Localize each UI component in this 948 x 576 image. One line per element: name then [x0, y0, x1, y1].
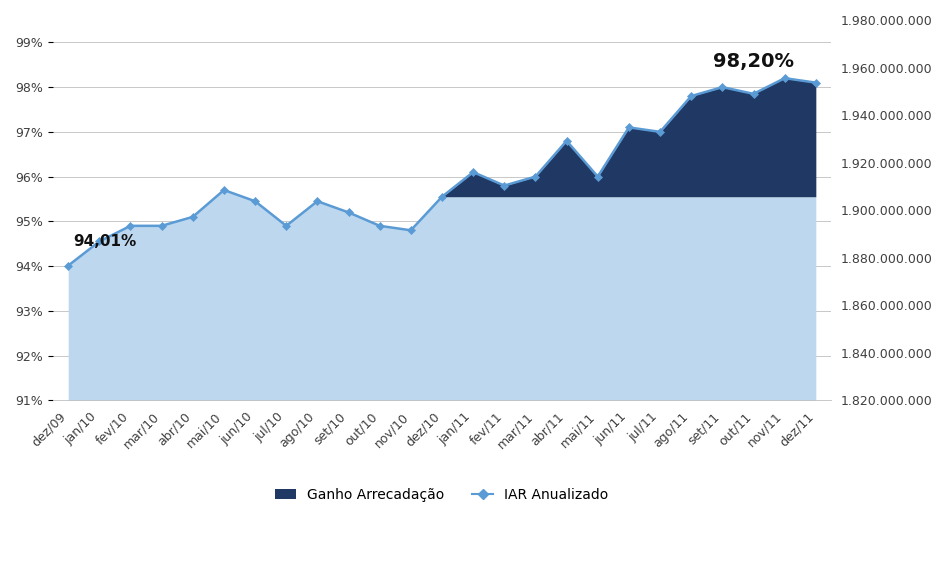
Text: 94,01%: 94,01% [73, 233, 137, 248]
Legend: Ganho Arrecadação, IAR Anualizado: Ganho Arrecadação, IAR Anualizado [270, 482, 614, 507]
Text: 98,20%: 98,20% [713, 52, 794, 71]
